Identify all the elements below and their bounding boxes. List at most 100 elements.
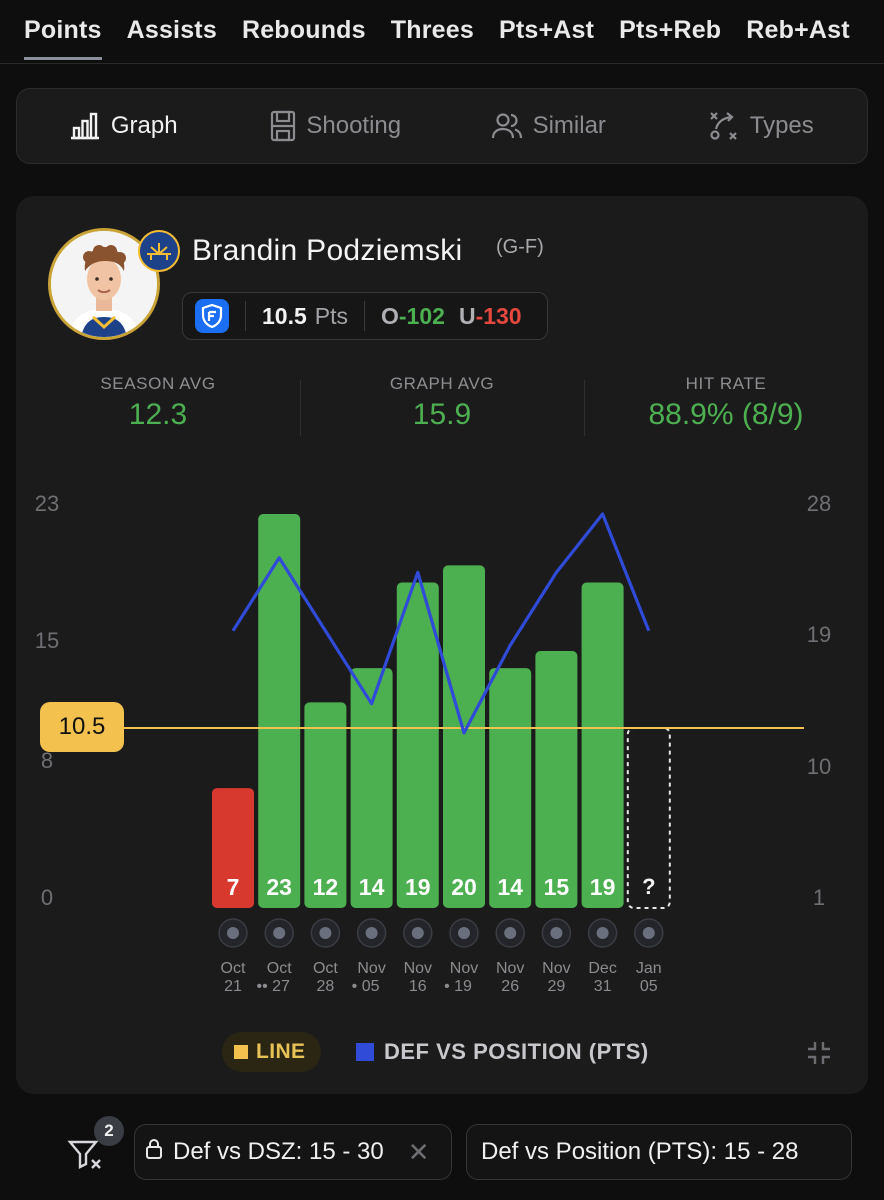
stat-value: 88.9% (8/9): [648, 398, 804, 431]
pill-divider: [245, 301, 246, 331]
date-month-label: Nov: [450, 960, 478, 977]
stat-label: SEASON AVG: [100, 374, 216, 393]
clippers-logo-mark: [642, 927, 655, 939]
under-odds: -130: [475, 302, 522, 329]
stat-value: 12.3: [128, 398, 188, 431]
date-day-label: 26: [501, 978, 519, 995]
bar-value-label: 15: [544, 874, 570, 900]
team-logo: [138, 230, 180, 272]
filter-count-badge: 2: [94, 1116, 124, 1146]
filter-chip-label: Def vs DSZ: 15 - 30: [173, 1138, 384, 1165]
date-day-label: 05: [640, 978, 658, 995]
bar-value-label: ?: [642, 874, 655, 899]
legend-def[interactable]: DEF VS POSITION (PTS): [356, 1032, 649, 1072]
tab-similar[interactable]: Similar: [442, 112, 655, 140]
date-month-label: Oct: [267, 960, 292, 977]
player-name: Brandin Podziemski: [192, 234, 463, 267]
def-vs-position-line: [231, 512, 651, 735]
stat-tabs: Points Assists Rebounds Threes Pts+Ast P…: [0, 0, 884, 64]
season-avg: SEASON AVG 12.3: [16, 374, 300, 432]
close-icon[interactable]: ✕: [407, 1136, 430, 1167]
bar-value-label: 23: [266, 874, 292, 900]
tab-points[interactable]: Points: [24, 0, 102, 62]
tab-types[interactable]: Types: [655, 110, 868, 142]
line-pill[interactable]: 10.5 Pts O -102 U -130: [182, 292, 548, 340]
collapse-icon[interactable]: [806, 1040, 832, 1071]
date-month-label: Nov: [404, 960, 432, 977]
filter-chip-def-position[interactable]: Def vs Position (PTS): 15 - 28: [466, 1124, 852, 1180]
over-label: O: [381, 302, 399, 329]
hornets-logo-mark: [596, 927, 609, 939]
date-month-label: Jan: [636, 960, 662, 977]
hit-rate: HIT RATE 88.9% (8/9): [584, 374, 868, 436]
y-right-tick-label: 19: [807, 622, 831, 647]
view-tabs: Graph Shooting Similar Types: [16, 88, 868, 164]
legend-line[interactable]: LINE: [222, 1032, 322, 1072]
date-day-label: 31: [594, 978, 612, 995]
tab-graph-label: Graph: [110, 112, 178, 139]
tab-graph[interactable]: Graph: [17, 112, 230, 140]
bar: [581, 582, 624, 908]
date-day-label: 21: [224, 978, 242, 995]
date-month-label: Dec: [588, 960, 616, 977]
heat-logo-mark: [458, 927, 470, 939]
y-right-tick-label: 1: [813, 885, 825, 910]
bar-value-label: 19: [405, 874, 431, 900]
date-month-label: Oct: [221, 960, 246, 977]
date-day-label: 16: [409, 978, 427, 995]
tab-shooting-label: Shooting: [306, 112, 402, 139]
bar-value-label: 19: [590, 874, 616, 900]
bar: [258, 514, 301, 908]
filter-chip-label: Def vs Position (PTS): 15 - 28: [481, 1138, 799, 1165]
stat-label: GRAPH AVG: [389, 374, 495, 393]
y-left-tick-label: 23: [35, 491, 59, 516]
date-month-label: Nov: [357, 960, 385, 977]
legend-def-swatch: [356, 1043, 374, 1061]
player-position: (G-F): [496, 236, 544, 258]
court-icon: [270, 110, 296, 142]
bar: [535, 651, 578, 908]
bar: [489, 668, 532, 908]
y-right-tick-label: 28: [807, 491, 831, 516]
date-day-label: 28: [317, 978, 335, 995]
tab-pts-ast[interactable]: Pts+Ast: [498, 16, 595, 44]
tab-threes[interactable]: Threes: [390, 16, 474, 44]
y-right-tick-label: 10: [807, 754, 831, 779]
bar-value-label: 14: [497, 874, 523, 900]
bar-value-label: 14: [359, 874, 385, 900]
tab-rebounds[interactable]: Rebounds: [241, 16, 366, 44]
filter-clear-icon[interactable]: [66, 1134, 106, 1174]
pill-divider: [364, 301, 365, 331]
tab-assists[interactable]: Assists: [126, 16, 217, 44]
users-icon: [491, 112, 523, 140]
stat-label: HIT RATE: [685, 374, 767, 393]
tab-shooting[interactable]: Shooting: [230, 110, 443, 142]
kings-logo-mark: [365, 927, 378, 939]
bar-value-label: 12: [313, 874, 339, 900]
player-card: Brandin Podziemski (G-F) 10.5 Pts O -102…: [16, 196, 868, 1094]
player-avatar: [48, 228, 160, 340]
over-odds: -102: [398, 302, 445, 329]
y-left-tick-label: 0: [41, 885, 53, 910]
date-month-label: Oct: [313, 960, 338, 977]
line-badge[interactable]: 10.5: [40, 702, 124, 752]
fanduel-shield-icon: [195, 299, 229, 333]
stat-value: 15.9: [412, 398, 472, 431]
grizzlies-logo-mark: [273, 927, 286, 939]
under-label: U: [458, 302, 476, 329]
date-day-label: • 19: [444, 978, 472, 995]
filter-chip-dsz[interactable]: Def vs DSZ: 15 - 30 ✕: [134, 1124, 452, 1180]
lakers-logo-mark: [227, 927, 239, 939]
date-day-label: •• 27: [256, 978, 290, 995]
bar: [304, 702, 347, 908]
pelicans-logo-mark: [550, 927, 563, 939]
tab-pts-reb[interactable]: Pts+Reb: [619, 16, 722, 44]
y-left-tick-label: 8: [41, 748, 53, 773]
stats-row: SEASON AVG 12.3 GRAPH AVG 15.9 HIT RATE …: [16, 374, 868, 436]
pending-bar: [626, 727, 671, 909]
bar: [443, 565, 485, 908]
lock-icon: [145, 1138, 163, 1167]
tab-reb-ast[interactable]: Reb+Ast: [746, 16, 850, 44]
line-value: 10.5: [262, 302, 307, 329]
legend-def-label: DEF VS POSITION (PTS): [384, 1039, 649, 1064]
